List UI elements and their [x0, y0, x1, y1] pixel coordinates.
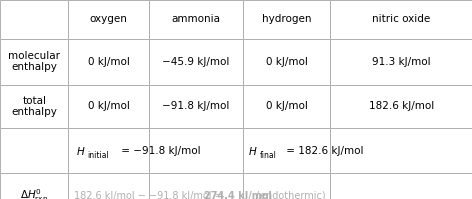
Text: $\Delta H^0_{\rm rxn}$: $\Delta H^0_{\rm rxn}$	[20, 187, 48, 199]
Bar	[149, 85, 243, 128]
Bar	[68, 128, 149, 173]
Text: −45.9 kJ/mol: −45.9 kJ/mol	[162, 57, 229, 67]
Text: molecular
enthalpy: molecular enthalpy	[8, 51, 60, 72]
Bar	[243, 0, 330, 39]
Bar	[330, 128, 472, 173]
Text: = −91.8 kJ/mol: = −91.8 kJ/mol	[118, 146, 201, 156]
Bar	[330, 85, 472, 128]
Bar	[330, 39, 472, 85]
Text: = 182.6 kJ/mol: = 182.6 kJ/mol	[283, 146, 364, 156]
Bar	[68, 85, 149, 128]
Bar	[243, 173, 330, 199]
Text: $\mathit{H}$: $\mathit{H}$	[76, 145, 85, 157]
Text: 274.4 kJ/mol: 274.4 kJ/mol	[204, 190, 272, 199]
Text: hydrogen: hydrogen	[262, 14, 312, 24]
Text: $\mathit{H}$: $\mathit{H}$	[248, 145, 257, 157]
Bar	[330, 173, 472, 199]
Bar	[68, 0, 149, 39]
Bar	[149, 39, 243, 85]
Bar	[243, 39, 330, 85]
Bar	[0, 0, 68, 39]
Text: total
enthalpy: total enthalpy	[11, 96, 57, 117]
Bar	[243, 85, 330, 128]
Text: (endothermic): (endothermic)	[253, 190, 326, 199]
Bar	[0, 173, 68, 199]
Text: 91.3 kJ/mol: 91.3 kJ/mol	[372, 57, 430, 67]
Bar	[0, 39, 68, 85]
Bar	[330, 0, 472, 39]
Text: 0 kJ/mol: 0 kJ/mol	[266, 57, 308, 67]
Text: nitric oxide: nitric oxide	[372, 14, 430, 24]
Bar	[68, 39, 149, 85]
Text: final: final	[260, 151, 277, 160]
Text: 0 kJ/mol: 0 kJ/mol	[88, 101, 129, 111]
Text: 182.6 kJ/mol: 182.6 kJ/mol	[369, 101, 434, 111]
Text: 182.6 kJ/mol − −91.8 kJ/mol =: 182.6 kJ/mol − −91.8 kJ/mol =	[74, 190, 226, 199]
Bar	[0, 85, 68, 128]
Bar	[149, 173, 243, 199]
Bar	[243, 128, 330, 173]
Text: 0 kJ/mol: 0 kJ/mol	[88, 57, 129, 67]
Text: initial: initial	[87, 151, 109, 160]
Text: −91.8 kJ/mol: −91.8 kJ/mol	[162, 101, 229, 111]
Bar	[149, 128, 243, 173]
Bar	[0, 128, 68, 173]
Text: oxygen: oxygen	[90, 14, 127, 24]
Text: ammonia: ammonia	[171, 14, 220, 24]
Bar	[68, 173, 149, 199]
Text: 0 kJ/mol: 0 kJ/mol	[266, 101, 308, 111]
Bar	[149, 0, 243, 39]
